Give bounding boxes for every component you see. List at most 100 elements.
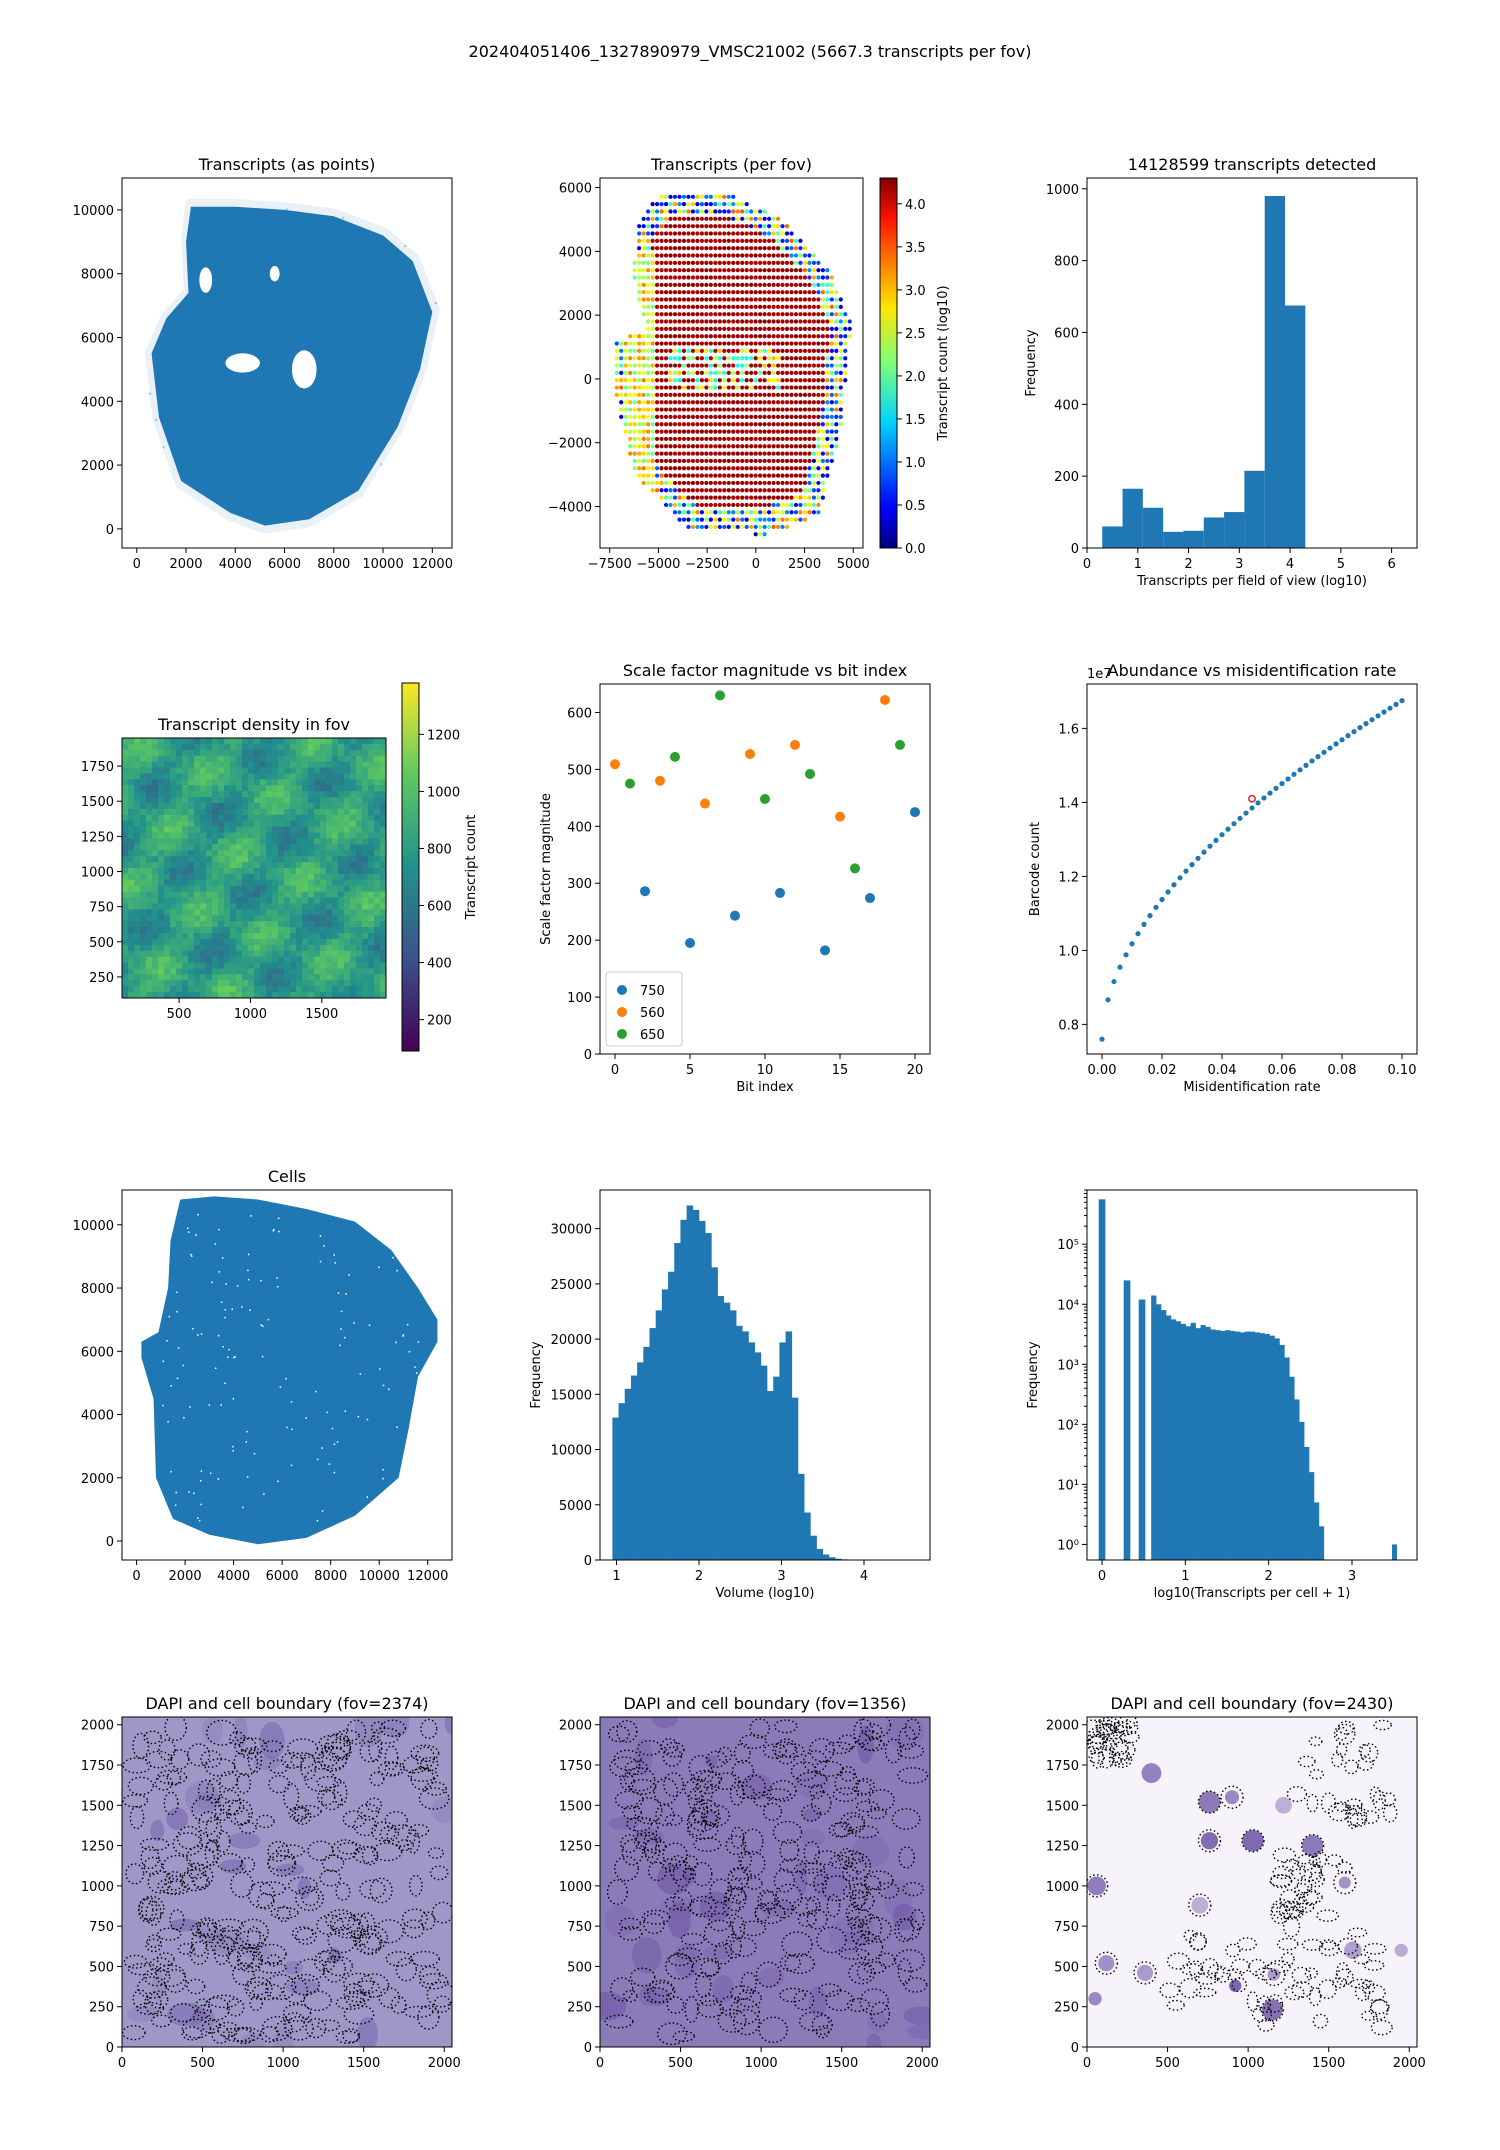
hist-bar bbox=[1200, 1325, 1206, 1560]
density-cell bbox=[302, 921, 309, 928]
density-cell bbox=[140, 992, 147, 998]
fov-point bbox=[802, 268, 808, 273]
density-cell bbox=[170, 761, 177, 769]
density-cell bbox=[338, 755, 345, 763]
density-cell bbox=[368, 915, 375, 922]
fov-point bbox=[695, 194, 700, 199]
fov-point bbox=[681, 473, 687, 478]
fov-point bbox=[717, 253, 722, 258]
density-cell bbox=[326, 785, 333, 792]
fov-point bbox=[717, 422, 722, 427]
density-cell bbox=[128, 962, 135, 969]
density-cell bbox=[338, 803, 345, 810]
fov-point bbox=[798, 378, 803, 383]
density-cell bbox=[200, 844, 207, 851]
fov-point bbox=[681, 495, 687, 500]
density-cell bbox=[176, 980, 183, 987]
density-cell bbox=[176, 749, 183, 757]
density-cell bbox=[200, 873, 207, 881]
cell-boundary bbox=[379, 1719, 407, 1737]
fov-point bbox=[744, 407, 749, 412]
density-cell bbox=[158, 962, 165, 969]
fov-point bbox=[749, 510, 754, 515]
density-cell bbox=[194, 832, 201, 839]
density-cell bbox=[302, 826, 309, 834]
fov-point bbox=[753, 363, 758, 368]
fov-point bbox=[798, 246, 803, 251]
density-cell bbox=[242, 950, 249, 958]
fov-point bbox=[793, 495, 799, 500]
fov-point bbox=[628, 341, 633, 346]
density-cell bbox=[152, 797, 159, 804]
density-cell bbox=[188, 903, 195, 910]
fov-point bbox=[802, 370, 808, 375]
fov-point bbox=[731, 202, 736, 207]
density-cell bbox=[164, 749, 171, 757]
transcripts_per_fov-frame bbox=[599, 177, 864, 549]
density-cell bbox=[344, 962, 351, 969]
cell-boundary bbox=[145, 1900, 162, 1926]
fov-point bbox=[829, 400, 834, 405]
density-cell bbox=[158, 873, 165, 881]
fov-point bbox=[708, 216, 713, 221]
fov-point bbox=[735, 451, 740, 456]
cells-gap bbox=[221, 1257, 224, 1259]
density-cell bbox=[260, 974, 267, 981]
density-cell bbox=[350, 791, 357, 798]
fov-point bbox=[623, 392, 628, 397]
fov-point bbox=[699, 429, 704, 434]
density-cell bbox=[176, 826, 183, 834]
fov-point bbox=[654, 304, 660, 309]
density-cell bbox=[158, 832, 165, 839]
fov-point bbox=[668, 238, 673, 243]
fov-point bbox=[677, 510, 682, 515]
fov-point bbox=[758, 290, 763, 295]
density-cell bbox=[338, 743, 345, 751]
fov-point bbox=[758, 532, 763, 537]
density-cell bbox=[212, 791, 219, 798]
density-cell bbox=[326, 738, 333, 745]
density-cell bbox=[146, 743, 153, 751]
density-cell bbox=[278, 992, 285, 998]
fov-point bbox=[686, 414, 691, 420]
density-cell bbox=[272, 743, 279, 751]
fov-point bbox=[798, 275, 803, 280]
fov-point bbox=[713, 363, 718, 368]
fov-point bbox=[686, 290, 691, 295]
nucleus-blob bbox=[354, 1717, 383, 1748]
density-cell bbox=[356, 814, 363, 822]
fov-point bbox=[650, 436, 655, 442]
fov-point bbox=[722, 363, 727, 368]
x-tick-label: 0.02 bbox=[1148, 1063, 1177, 1078]
fov-point bbox=[789, 444, 794, 449]
fov-point bbox=[766, 290, 772, 295]
density-cell bbox=[182, 856, 189, 863]
nucleus-blob bbox=[202, 1717, 224, 1744]
fov-point bbox=[825, 473, 830, 478]
colorbar-tick-label: 2.5 bbox=[905, 327, 926, 342]
density-cell bbox=[320, 891, 327, 899]
density-cell bbox=[254, 944, 261, 952]
density-cell bbox=[206, 826, 213, 834]
cell-boundary bbox=[325, 1732, 352, 1759]
fov-point bbox=[722, 194, 727, 199]
fov-point bbox=[789, 356, 794, 361]
density-cell bbox=[326, 838, 333, 845]
density-cell bbox=[242, 903, 249, 910]
density-cell bbox=[266, 980, 273, 987]
fov-point bbox=[713, 348, 718, 353]
density-cell bbox=[248, 956, 255, 964]
cell-boundary bbox=[868, 1789, 895, 1812]
density-cell bbox=[320, 755, 327, 763]
fov-point bbox=[650, 202, 655, 207]
density-cell bbox=[164, 773, 171, 780]
hist-bar bbox=[760, 1365, 768, 1560]
y-tick-label: 500 bbox=[89, 936, 114, 951]
density-cell bbox=[170, 944, 177, 952]
fov-point bbox=[677, 319, 682, 324]
fov-point bbox=[699, 216, 704, 221]
fov-point bbox=[843, 370, 848, 375]
density-cell bbox=[326, 743, 333, 751]
fov-point bbox=[690, 304, 696, 309]
density-cell bbox=[362, 856, 369, 863]
